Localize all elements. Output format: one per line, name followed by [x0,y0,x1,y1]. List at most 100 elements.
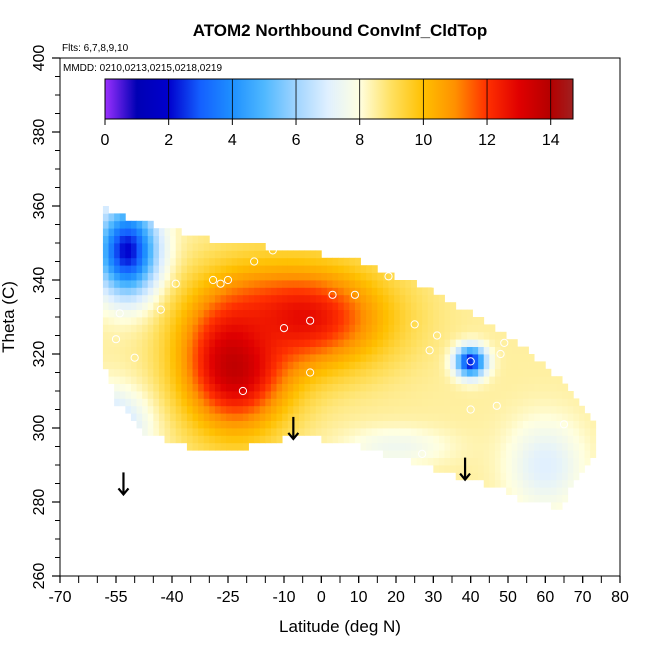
heatmap-cell [399,368,406,377]
heatmap-cell [125,257,132,266]
observation-point [171,279,180,288]
heatmap-cell [130,220,137,229]
heatmap-cell [248,331,255,340]
heatmap-cell [164,317,171,325]
heatmap-cell [338,287,345,296]
heatmap-cell [466,428,473,436]
heatmap-cell [500,361,507,370]
observation-point [492,401,501,410]
heatmap-cell [556,457,563,466]
heatmap-cell [108,294,115,303]
heatmap-cell [158,235,165,244]
heatmap-cell [282,413,289,421]
heatmap-cell [259,376,266,384]
observation-point [496,349,505,359]
heatmap-cell [298,413,305,421]
heatmap-cell [489,413,496,421]
heatmap-cell [433,420,440,429]
heatmap-cell [438,339,445,347]
heatmap-cell [119,235,126,244]
heatmap-cell [427,457,434,466]
heatmap-cell [483,450,490,458]
y-tick-label: 380 [31,119,48,146]
heatmap-cell [282,309,289,318]
heatmap-cell [382,376,389,384]
heatmap-cell [377,368,384,377]
heatmap-cell [562,450,569,458]
heatmap-cell [175,405,182,414]
heatmap-cell [220,324,227,333]
heatmap-cell [332,413,339,421]
heatmap-cell [170,391,177,399]
heatmap-cell [310,309,317,318]
heatmap-cell [119,213,126,222]
heatmap-cell [198,413,205,421]
heatmap-cell [293,250,300,259]
heatmap-cell [433,317,440,325]
heatmap-cell [220,294,227,303]
heatmap-cell [209,243,216,251]
heatmap-cell [242,309,249,318]
heatmap-cell [399,339,406,347]
heatmap-cell [522,361,529,370]
heatmap-cell [209,391,216,399]
heatmap-cell [321,294,328,303]
heatmap-cell [142,250,149,259]
heatmap-cell [231,398,238,407]
heatmap-cell [114,391,121,399]
colorbar-tick-label: 10 [414,132,432,149]
heatmap-cell [427,354,434,362]
heatmap-cell [478,420,485,429]
heatmap-cell [584,435,591,444]
heatmap-cell [539,376,546,384]
heatmap-cell [506,442,513,451]
heatmap-cell [556,376,563,384]
heatmap-cell [500,368,507,377]
heatmap-cell [377,272,384,281]
heatmap-cell [321,265,328,273]
heatmap-cell [310,250,317,259]
heatmap-cell [186,331,193,340]
heatmap-cell [388,428,395,436]
heatmap-cell [203,346,210,355]
heatmap-cell [444,457,451,466]
heatmap-cell [332,331,339,340]
heatmap-cell [444,339,451,347]
heatmap-cell [517,383,524,392]
heatmap-cell [153,250,160,259]
heatmap-cell [410,302,417,310]
heatmap-cell [237,339,244,347]
heatmap-cell [153,420,160,429]
heatmap-cell [517,420,524,429]
heatmap-cell [354,398,361,407]
heatmap-cell [321,302,328,310]
heatmap-cell [147,294,154,303]
heatmap-cell [366,398,373,407]
heatmap-cell [399,376,406,384]
heatmap-cell [545,428,552,436]
heatmap-cell [102,235,109,244]
heatmap-cell [371,405,378,414]
heatmap-cell [360,428,367,436]
heatmap-cell [427,391,434,399]
heatmap-cell [450,391,457,399]
heatmap-cell [567,457,574,466]
heatmap-cell [136,354,143,362]
heatmap-cell [315,391,322,399]
heatmap-cell [489,428,496,436]
heatmap-cell [226,331,233,340]
heatmap-cell [130,235,137,244]
heatmap-cell [461,405,468,414]
heatmap-cell [321,405,328,414]
heatmap-cell [461,324,468,333]
heatmap-cell [405,391,412,399]
heatmap-cell [276,265,283,273]
heatmap-cell [119,391,126,399]
heatmap-cell [539,494,546,503]
heatmap-cell [321,435,328,444]
heatmap-cell [315,280,322,288]
heatmap-cell [298,324,305,333]
heatmap-cell [237,442,244,451]
heatmap-cell [198,383,205,392]
heatmap-cell [511,457,518,466]
